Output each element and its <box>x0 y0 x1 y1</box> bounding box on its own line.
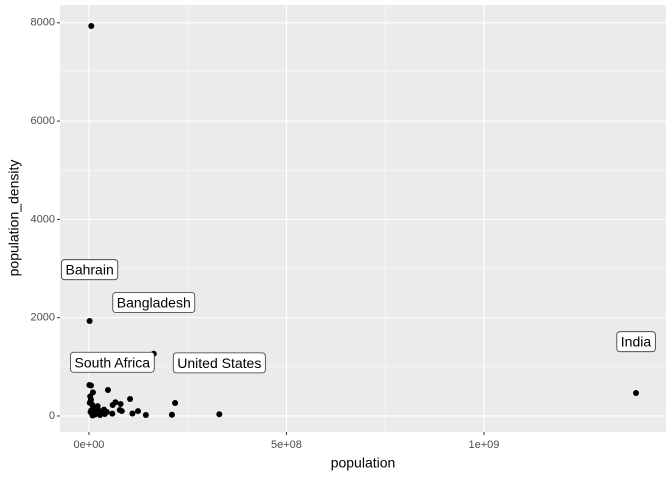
y-tick-label: 2000 <box>31 312 55 324</box>
y-tick-label: 6000 <box>31 115 55 127</box>
point <box>117 400 124 407</box>
point-label: India <box>621 334 652 350</box>
point <box>88 22 95 29</box>
point <box>134 408 141 415</box>
point <box>91 408 98 415</box>
point-label: Bangladesh <box>117 295 191 311</box>
point <box>172 400 179 407</box>
point <box>86 317 93 324</box>
y-tick-label: 0 <box>49 410 55 422</box>
label-box <box>112 292 196 313</box>
point <box>118 408 125 415</box>
label-box <box>61 259 119 281</box>
point-label: Bahrain <box>65 262 113 278</box>
point <box>216 411 223 418</box>
x-tick-label: 1e+09 <box>468 439 499 451</box>
x-tick-label: 0e+00 <box>74 439 105 451</box>
panel <box>60 5 666 432</box>
point <box>168 411 175 418</box>
point <box>104 386 111 393</box>
point <box>112 399 119 406</box>
point <box>87 382 94 389</box>
point-label: South Africa <box>75 354 151 370</box>
x-axis-title: population <box>331 455 396 471</box>
point <box>97 411 104 418</box>
labels: Bahrain Bangladesh India United States South… <box>61 259 656 374</box>
y-axis-title: population_density <box>6 160 22 277</box>
point <box>109 410 116 417</box>
point-label: United States <box>177 355 261 371</box>
point <box>632 389 639 396</box>
point <box>127 395 134 402</box>
label-box <box>616 331 656 353</box>
x-tick-label: 5e+08 <box>271 439 302 451</box>
point <box>100 406 107 413</box>
label-box <box>70 351 155 373</box>
grid <box>60 5 666 432</box>
y-tick-label: 4000 <box>31 213 55 225</box>
point <box>142 411 149 418</box>
point <box>94 403 101 410</box>
point <box>129 410 136 417</box>
points <box>86 22 639 419</box>
y-tick-label: 8000 <box>31 17 55 29</box>
label-box <box>172 352 266 374</box>
